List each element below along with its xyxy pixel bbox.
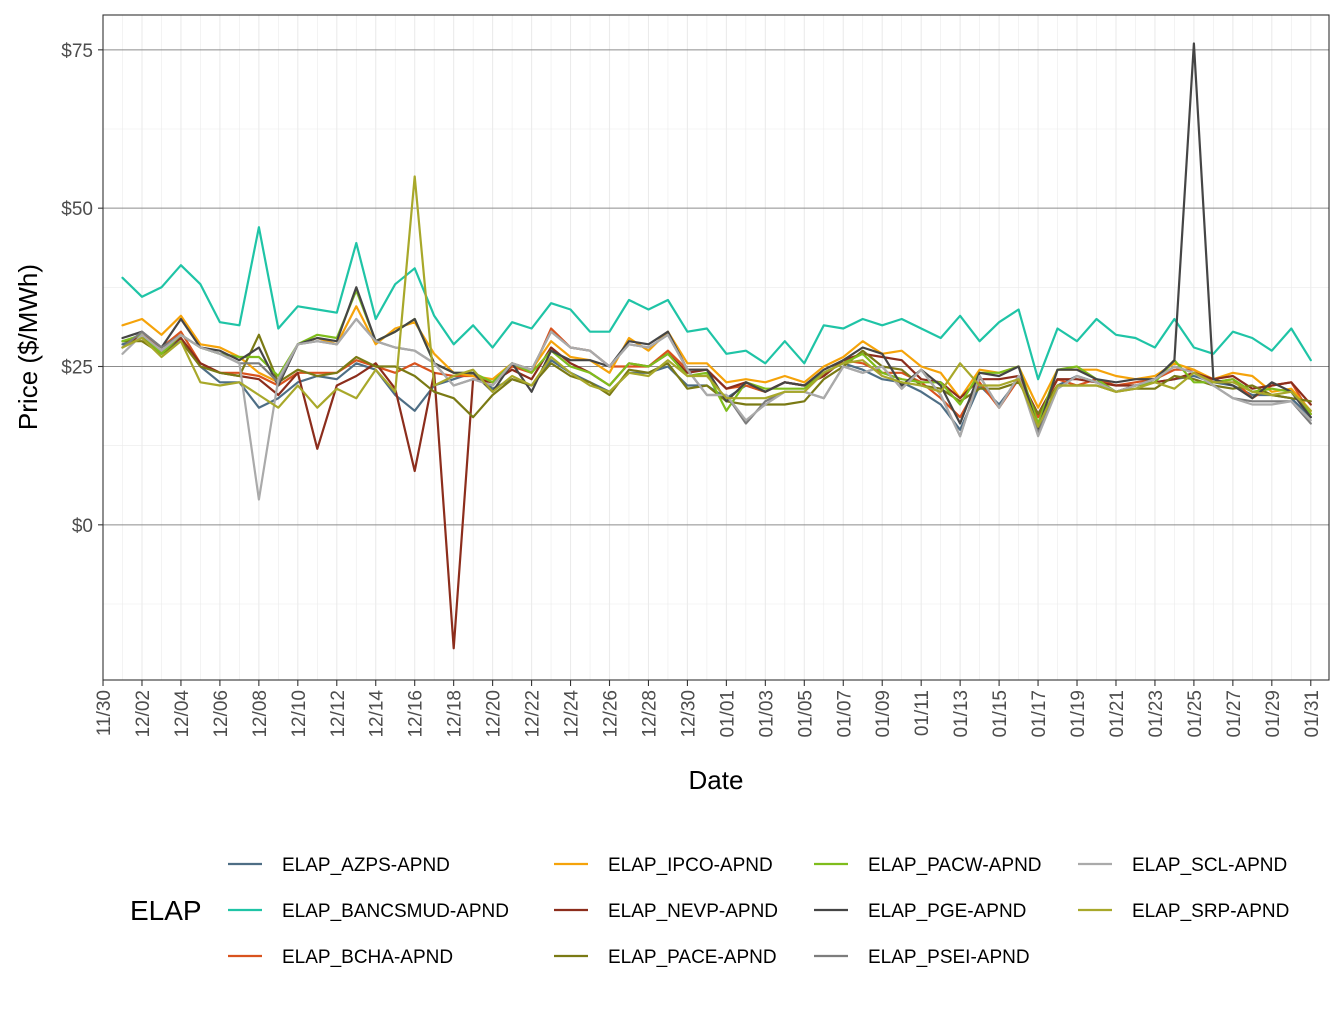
x-tick-label: 12/10 xyxy=(289,690,310,738)
legend-label: ELAP_BANCSMUD-APND xyxy=(282,901,509,922)
x-tick-label: 01/29 xyxy=(1263,690,1284,738)
x-tick-label: 12/12 xyxy=(328,690,349,738)
x-tick-label: 12/24 xyxy=(562,690,583,738)
legend-label: ELAP_BCHA-APND xyxy=(282,947,453,968)
x-tick-label: 01/09 xyxy=(873,690,894,738)
legend-title: ELAP xyxy=(130,895,202,926)
x-tick-label: 01/21 xyxy=(1107,690,1128,738)
legend-label: ELAP_SCL-APND xyxy=(1132,855,1287,876)
x-tick-label: 12/28 xyxy=(640,690,661,738)
x-tick-label: 01/01 xyxy=(717,690,738,738)
legend-label: ELAP_PACE-APND xyxy=(608,947,777,968)
x-tick-label: 01/05 xyxy=(795,690,816,738)
y-axis-title: Price ($/MWh) xyxy=(13,264,43,430)
x-tick-label: 01/07 xyxy=(834,690,855,738)
x-tick-label: 01/15 xyxy=(990,690,1011,738)
series-line-elap_srp-apnd xyxy=(121,175,1312,428)
y-tick-label: $50 xyxy=(61,199,93,220)
legend-label: ELAP_PGE-APND xyxy=(868,901,1026,922)
x-tick-label: 01/31 xyxy=(1302,690,1323,738)
x-tick-label: 12/30 xyxy=(678,690,699,738)
x-tick-label: 12/22 xyxy=(523,690,544,738)
legend-label: ELAP_SRP-APND xyxy=(1132,901,1289,922)
legend-label: ELAP_PACW-APND xyxy=(868,855,1042,876)
series-line-elap_nevp-apnd xyxy=(121,336,1312,650)
x-tick-label: 01/13 xyxy=(951,690,972,738)
series-line-elap_bancsmud-apnd xyxy=(121,226,1312,381)
x-tick-label: 12/14 xyxy=(367,690,388,738)
series-lines xyxy=(121,42,1312,650)
y-tick-label: $0 xyxy=(72,516,93,537)
legend-label: ELAP_PSEI-APND xyxy=(868,947,1030,968)
legend-label: ELAP_NEVP-APND xyxy=(608,901,778,922)
grid-lines xyxy=(102,15,1329,680)
x-tick-label: 12/06 xyxy=(211,690,232,738)
y-tick-label: $25 xyxy=(61,358,93,379)
x-tick-label: 12/04 xyxy=(172,690,193,738)
legend: ELAP ELAP_AZPS-APND ELAP_BANCSMUD-APND ELA… xyxy=(130,855,1289,968)
x-axis-title: Date xyxy=(689,765,744,795)
x-tick-label: 12/16 xyxy=(406,690,427,738)
y-tick-label: $75 xyxy=(61,41,93,62)
x-tick-label: 12/20 xyxy=(484,690,505,738)
legend-label: ELAP_AZPS-APND xyxy=(282,855,450,876)
x-tick-label: 12/08 xyxy=(250,690,271,738)
x-tick-label: 01/23 xyxy=(1146,690,1167,738)
axes: $0 $25 $50 $75 11/30 12/02 12/04 12/06 12/08 12/1… xyxy=(61,41,1323,738)
x-tick-label: 01/03 xyxy=(756,690,777,738)
x-tick-label: 11/30 xyxy=(94,690,115,736)
x-tick-label: 12/02 xyxy=(133,690,154,738)
x-tick-label: 12/18 xyxy=(445,690,466,738)
x-tick-label: 01/11 xyxy=(912,690,933,736)
x-tick-label: 01/27 xyxy=(1224,690,1245,738)
x-tick-label: 01/19 xyxy=(1068,690,1089,738)
x-tick-label: 12/26 xyxy=(601,690,622,738)
x-tick-label: 01/17 xyxy=(1029,690,1050,738)
plot-panel-border xyxy=(102,14,1330,681)
legend-label: ELAP_IPCO-APND xyxy=(608,855,773,876)
x-tick-label: 01/25 xyxy=(1185,690,1206,738)
